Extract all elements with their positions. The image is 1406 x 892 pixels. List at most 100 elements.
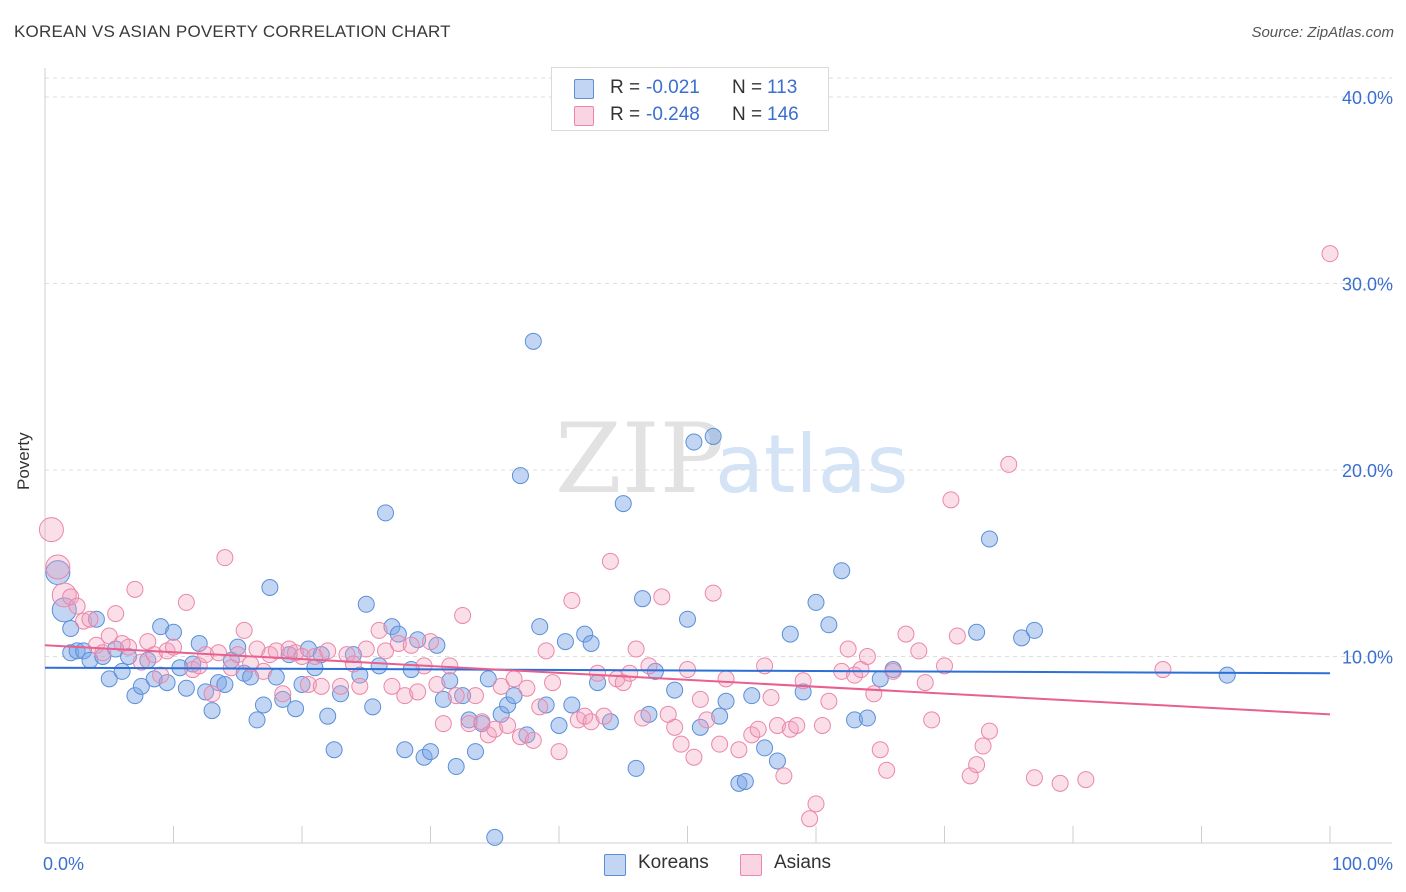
asian-point xyxy=(749,720,767,738)
korean-point xyxy=(357,595,375,613)
korean-point xyxy=(627,759,645,777)
asian-point xyxy=(434,715,452,733)
korean-point xyxy=(479,670,497,688)
korean-point xyxy=(634,590,652,608)
korean-point xyxy=(152,618,170,636)
asian-point xyxy=(563,592,581,610)
asian-point xyxy=(499,717,517,735)
korean-point xyxy=(756,739,774,757)
asian-point xyxy=(634,709,652,727)
asian-point xyxy=(235,621,253,639)
korean-point xyxy=(434,690,452,708)
x-tick-label: 100.0% xyxy=(1332,854,1393,874)
korean-point xyxy=(807,593,825,611)
asian-point xyxy=(332,677,350,695)
korean-point xyxy=(846,711,864,729)
asian-point xyxy=(132,653,150,671)
korean-point xyxy=(768,752,786,770)
korean-point xyxy=(858,709,876,727)
korean-point xyxy=(537,696,555,714)
korean-point xyxy=(685,433,703,451)
korean-trend-line xyxy=(44,666,1331,675)
asian-point xyxy=(1154,661,1172,679)
asian-point xyxy=(428,675,446,693)
asian-point xyxy=(68,597,86,615)
correlation-legend: R = -0.021 N = 113 R = -0.248 N = 146 xyxy=(551,67,829,131)
asian-point xyxy=(576,707,594,725)
korean-point xyxy=(968,623,986,641)
korean-point xyxy=(422,743,439,761)
korean-point xyxy=(460,711,478,729)
asian-point xyxy=(685,748,703,766)
korean-point xyxy=(511,467,529,485)
asian-point xyxy=(775,767,793,785)
korean-point xyxy=(87,610,105,628)
asian-point xyxy=(897,625,915,643)
legend-n-label: N = xyxy=(732,104,763,125)
asian-point xyxy=(351,677,369,695)
asian-point xyxy=(203,685,221,703)
asian-point xyxy=(537,642,555,660)
korean-point xyxy=(736,772,754,790)
x-tick-label: 0.0% xyxy=(43,854,84,874)
korean-point xyxy=(325,741,343,759)
asian-point xyxy=(730,741,748,759)
asian-point xyxy=(980,722,998,740)
korean-point xyxy=(51,597,77,623)
asian-point xyxy=(75,612,93,630)
korean-point xyxy=(274,690,292,708)
korean-point xyxy=(820,616,838,634)
asian-point xyxy=(120,638,138,656)
asian-point xyxy=(447,687,465,705)
asian-point xyxy=(370,621,388,639)
asian-point xyxy=(621,664,639,682)
bottom-legend-swatch-koreans xyxy=(604,854,626,876)
korean-point xyxy=(614,495,632,513)
asian-point xyxy=(209,644,227,662)
y-tick-label: 10.0% xyxy=(1342,648,1393,668)
korean-point xyxy=(454,687,472,705)
asian-point xyxy=(100,627,118,645)
korean-point xyxy=(62,644,80,662)
asian-point xyxy=(704,584,722,602)
korean-point xyxy=(666,681,684,699)
korean-point xyxy=(524,332,542,350)
korean-point xyxy=(704,427,722,445)
asian-point xyxy=(344,655,362,673)
korean-point xyxy=(332,685,350,703)
asian-point xyxy=(820,692,838,710)
asian-point xyxy=(107,605,125,623)
asian-point xyxy=(968,756,986,774)
korean-point xyxy=(254,696,272,714)
watermark-zip: ZIP xyxy=(555,403,724,515)
asian-point xyxy=(319,642,337,660)
asian-point xyxy=(216,549,234,567)
korean-point xyxy=(62,620,80,638)
asian-point xyxy=(486,720,504,738)
asian-point xyxy=(152,666,170,684)
asian-point xyxy=(865,685,883,703)
korean-point xyxy=(165,623,182,641)
asian-point xyxy=(254,662,272,680)
asian-point xyxy=(1321,245,1339,263)
asian-point xyxy=(640,657,658,675)
asian-point xyxy=(531,698,549,716)
asian-point xyxy=(910,642,928,660)
asian-point xyxy=(389,634,407,652)
asian-point xyxy=(974,737,992,755)
asian-point xyxy=(711,735,729,753)
korean-point xyxy=(582,634,600,652)
korean-point xyxy=(1218,666,1236,684)
korean-point xyxy=(1013,629,1031,647)
asian-point xyxy=(460,715,478,733)
asian-point xyxy=(839,640,857,658)
asian-point xyxy=(518,679,536,697)
asian-point xyxy=(794,672,812,690)
legend-r-value: -0.021 xyxy=(646,77,700,98)
asian-point xyxy=(942,491,960,509)
asian-point xyxy=(1051,774,1069,792)
asian-point xyxy=(402,636,420,654)
asian-point xyxy=(377,642,395,660)
korean-point xyxy=(415,748,433,766)
